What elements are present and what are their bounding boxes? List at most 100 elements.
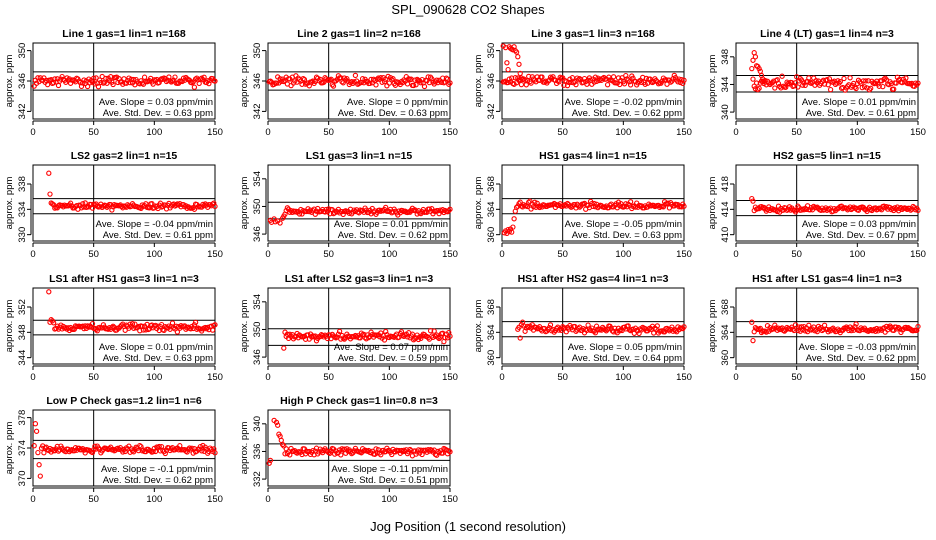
data-point (591, 79, 597, 85)
y-axis-label: approx. ppm (239, 177, 250, 230)
std-dev-annotation: Ave. Std. Dev. = 0.63 ppm (572, 230, 682, 241)
data-point (675, 79, 681, 85)
panel-4: Line 4 (LT) gas=1 lin=4 n=3 0 50 100 150 340 3… (707, 28, 926, 138)
data-point (266, 460, 272, 466)
data-point (277, 76, 283, 82)
data-point (915, 80, 921, 86)
data-point (593, 323, 600, 329)
x-tick-label: 50 (88, 494, 99, 505)
data-point (517, 335, 523, 341)
figure-title: SPL_090628 CO2 Shapes (391, 2, 545, 17)
y-tick-label: 336 (252, 444, 263, 460)
x-tick-label: 150 (910, 127, 926, 138)
std-dev-annotation: Ave. Std. Dev. = 0.59 ppm (338, 353, 448, 364)
data-point (212, 322, 218, 328)
data-point (895, 324, 902, 331)
data-point (92, 81, 98, 87)
y-tick-label: 374 (17, 440, 28, 456)
data-point (621, 81, 628, 87)
y-tick-label: 364 (486, 201, 497, 217)
data-point (383, 328, 389, 335)
data-point (681, 77, 687, 83)
panel-7: HS1 gas=4 lin=1 n=15 0 50 100 150 360 364 368ap… (473, 150, 692, 260)
data-point (604, 82, 611, 88)
x-tick-label: 50 (323, 494, 334, 505)
data-point (344, 76, 350, 82)
x-tick-label: 150 (442, 372, 458, 383)
x-tick-label: 150 (207, 372, 223, 383)
data-point (272, 219, 278, 225)
data-point (52, 76, 58, 82)
data-point (378, 74, 384, 81)
data-point (509, 229, 515, 235)
data-point (129, 321, 136, 327)
data-point (55, 82, 62, 89)
panel-title: HS1 after LS1 gas=4 lin=1 n=3 (752, 273, 902, 285)
data-point (892, 205, 898, 211)
y-axis-label: approx. ppm (4, 177, 15, 230)
plot-frame (32, 287, 216, 365)
data-point (160, 76, 166, 82)
data-point (373, 82, 379, 88)
data-point (647, 76, 653, 82)
data-point (370, 76, 377, 82)
x-tick-label: 100 (849, 127, 865, 138)
data-point (517, 70, 523, 77)
std-dev-annotation: Ave. Std. Dev. = 0.62 ppm (338, 230, 448, 241)
y-tick-label: 368 (720, 299, 731, 315)
data-point (518, 81, 525, 88)
x-tick-label: 100 (146, 249, 162, 260)
y-tick-label: 338 (17, 176, 28, 192)
data-point (880, 83, 886, 90)
panel-2: Line 2 gas=1 lin=2 n=168 0 50 100 150 342 346 3… (239, 28, 458, 138)
y-tick-label: 368 (486, 176, 497, 192)
data-point (505, 66, 511, 73)
std-dev-annotation: Ave. Std. Dev. = 0.61 ppm (103, 230, 213, 241)
data-point (630, 75, 636, 81)
y-tick-label: 342 (17, 103, 28, 119)
data-point (513, 49, 520, 55)
data-point (824, 77, 830, 83)
y-tick-label: 350 (252, 199, 263, 215)
data-point (299, 81, 305, 87)
data-point (67, 80, 74, 86)
panel-title: Line 3 gas=1 lin=3 n=168 (531, 28, 655, 40)
data-point (275, 422, 281, 428)
data-point (340, 211, 346, 218)
data-point (418, 335, 424, 342)
y-tick-label: 354 (252, 294, 263, 310)
data-point (534, 200, 540, 206)
data-point (369, 448, 375, 454)
plot-frame (267, 287, 451, 365)
std-dev-annotation: Ave. Std. Dev. = 0.62 ppm (572, 108, 682, 119)
data-point (665, 326, 671, 333)
data-point (333, 78, 339, 84)
y-tick-label: 350 (17, 43, 28, 59)
data-point (341, 336, 348, 342)
x-tick-label: 150 (910, 249, 926, 260)
data-point (31, 443, 37, 449)
data-point (83, 204, 90, 211)
data-point (825, 82, 831, 88)
y-tick-label: 378 (17, 410, 28, 426)
data-point (137, 81, 143, 87)
data-point (550, 74, 556, 80)
plot-frame (267, 409, 451, 487)
x-tick-label: 100 (381, 249, 397, 260)
data-point (166, 445, 172, 451)
data-point (522, 77, 528, 83)
data-point (380, 208, 386, 214)
data-point (608, 325, 614, 331)
data-point (281, 78, 287, 85)
data-point (212, 78, 218, 84)
y-axis-label: approx. ppm (707, 300, 718, 353)
data-point (444, 76, 451, 82)
x-tick-label: 50 (323, 372, 334, 383)
data-point (429, 76, 435, 82)
data-point (189, 445, 195, 451)
panel-11: HS1 after HS2 gas=4 lin=1 n=3 0 50 100 150 36… (473, 273, 692, 383)
panel-title: LS1 after HS1 gas=3 lin=1 n=3 (49, 273, 199, 285)
slope-annotation: Ave. Slope = 0.07 ppm/min (334, 342, 448, 353)
data-point (772, 85, 778, 91)
data-point (621, 203, 628, 210)
